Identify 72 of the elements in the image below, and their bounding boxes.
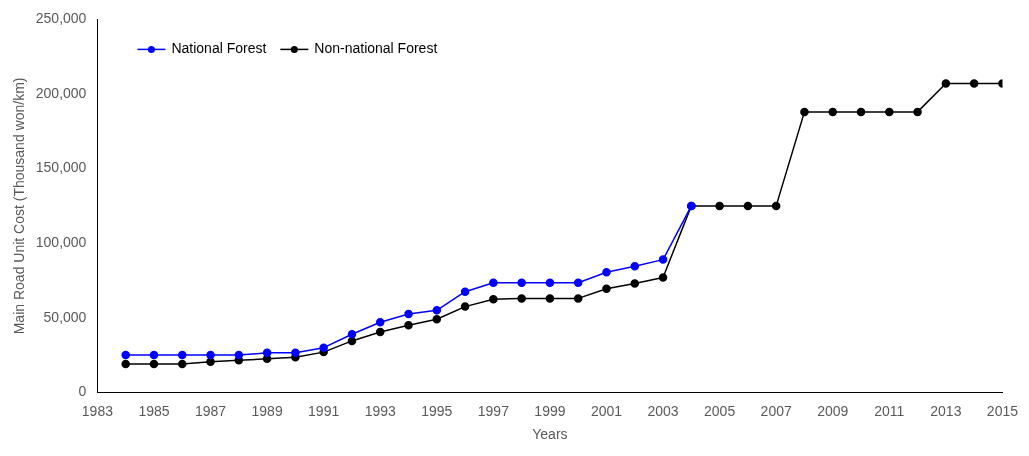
- point: [630, 262, 640, 271]
- point: [771, 201, 781, 211]
- point: [715, 201, 724, 211]
- x-tick-label: 1993: [364, 402, 397, 419]
- point: [319, 343, 328, 352]
- point: [828, 107, 837, 117]
- x-tick-label: 1985: [138, 402, 170, 419]
- legend-label: National Forest: [171, 40, 267, 57]
- point: [460, 302, 470, 311]
- x-tick-label: 2015: [986, 402, 1019, 419]
- point: [347, 329, 357, 339]
- point: [121, 359, 130, 369]
- x-tick-label: 2005: [704, 402, 736, 419]
- point: [573, 294, 583, 303]
- point: [460, 287, 470, 296]
- y-tick-label: 200,000: [35, 84, 87, 101]
- x-tick-label: 2001: [590, 402, 623, 419]
- x-tick-label: 1997: [477, 402, 510, 419]
- point: [885, 107, 894, 117]
- point: [206, 350, 215, 360]
- point: [178, 359, 187, 369]
- point: [856, 107, 866, 117]
- point: [630, 279, 640, 288]
- y-tick-label: 100,000: [35, 234, 87, 251]
- point: [262, 348, 272, 358]
- point: [941, 79, 951, 88]
- point: [658, 255, 668, 264]
- x-tick-label: 1989: [251, 402, 283, 419]
- point: [375, 327, 385, 337]
- x-tick-label: 1991: [308, 402, 340, 419]
- x-tick-label: 1999: [534, 402, 566, 419]
- point: [206, 357, 215, 367]
- y-tick-label: 250,000: [35, 10, 87, 27]
- point: [178, 350, 187, 360]
- x-tick-label: 1983: [81, 402, 114, 419]
- point: [489, 294, 498, 304]
- y-tick-label: 0: [78, 383, 87, 400]
- point: [517, 294, 526, 303]
- point: [573, 278, 583, 287]
- point: [602, 284, 611, 293]
- point: [545, 294, 555, 303]
- point: [432, 306, 442, 315]
- point: [545, 278, 555, 287]
- legend-label: Non-national Forest: [314, 40, 438, 57]
- point: [121, 350, 130, 360]
- y-tick-label: 50,000: [43, 308, 87, 325]
- point: [432, 315, 442, 324]
- point: [602, 268, 611, 277]
- point: [743, 201, 753, 211]
- point: [234, 350, 244, 360]
- x-axis-title: Years: [532, 426, 568, 443]
- point: [969, 79, 979, 88]
- x-tick-label: 2007: [760, 402, 792, 419]
- y-tick-label: 150,000: [35, 159, 87, 176]
- x-tick-label: 2011: [874, 402, 905, 419]
- x-tick-label: 1995: [421, 402, 453, 419]
- x-tick-label: 2003: [647, 402, 679, 419]
- point: [375, 318, 385, 327]
- x-tick-label: 2009: [817, 402, 849, 419]
- point: [489, 278, 498, 287]
- point: [800, 107, 809, 117]
- point: [517, 278, 526, 287]
- point: [149, 359, 159, 369]
- point: [658, 273, 668, 282]
- point: [291, 348, 300, 358]
- y-axis-title: Main Road Unit Cost (Thousand won/km): [11, 77, 28, 335]
- point: [149, 350, 159, 360]
- x-tick-label: 1987: [194, 402, 227, 419]
- point: [404, 321, 413, 330]
- point: [404, 309, 413, 319]
- x-tick-label: 2013: [930, 402, 962, 419]
- point: [913, 107, 922, 117]
